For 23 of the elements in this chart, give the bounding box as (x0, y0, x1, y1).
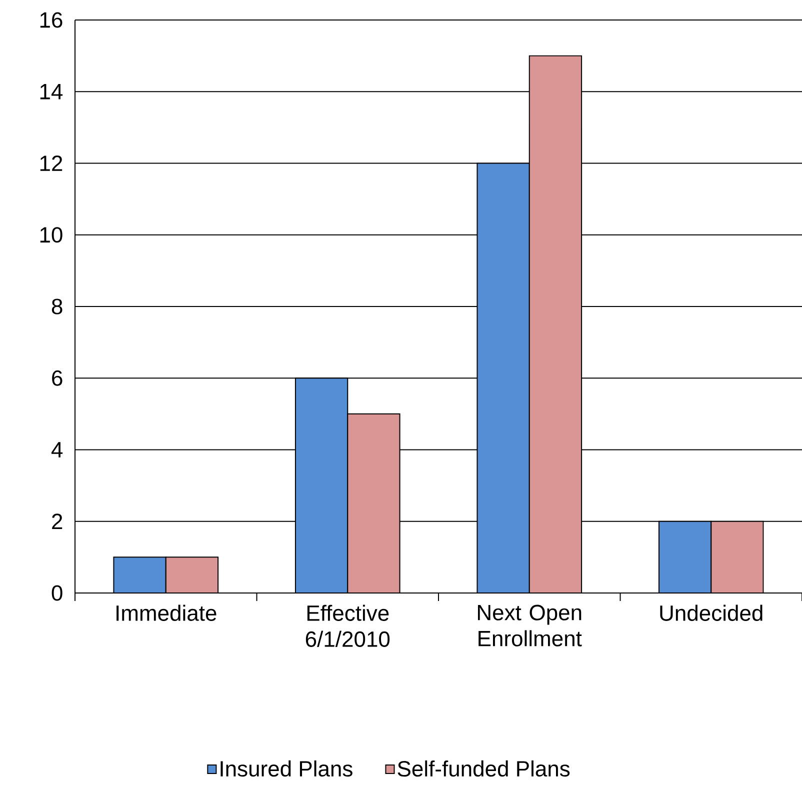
legend-label: Self-funded Plans (398, 760, 570, 777)
x-tick-label: Effective 6/1/2010 (306, 604, 390, 647)
y-tick-label: 12 (40, 156, 62, 171)
y-tick-label: 14 (40, 84, 63, 100)
y-tick-label: 6 (52, 370, 62, 386)
bar (113, 556, 166, 593)
x-tick-label: Next Open Enrollment (478, 604, 582, 646)
bar (476, 162, 530, 593)
y-tick-label: 8 (52, 298, 62, 314)
y-tick-label: 2 (52, 514, 62, 530)
x-tick-label: Immediate (116, 604, 216, 621)
bar (347, 413, 400, 593)
bar (165, 556, 219, 593)
y-tick-label: 4 (51, 442, 63, 458)
y-tick-label: 10 (40, 227, 62, 243)
bar (294, 378, 348, 593)
y-tick-label: 0 (52, 585, 62, 601)
bar (528, 55, 582, 593)
bar (658, 520, 712, 593)
legend-label: Insured Plans (220, 760, 352, 777)
x-tick-label: Undecided (660, 604, 762, 621)
bar (710, 520, 764, 593)
y-tick-label: 16 (40, 12, 62, 28)
